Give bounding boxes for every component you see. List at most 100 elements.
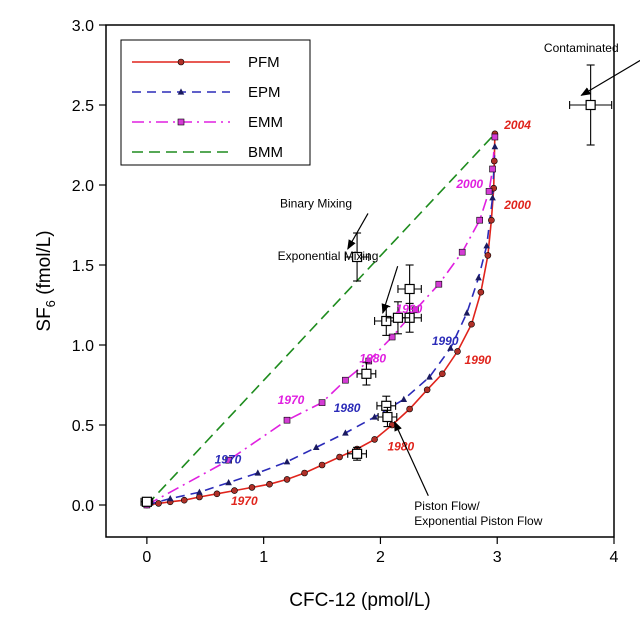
x-axis-title: CFC-12 (pmol/L) (289, 590, 430, 611)
year-label-epm: 1990 (432, 334, 459, 348)
year-label-epm: 1970 (215, 452, 242, 466)
series-line-emm (146, 136, 496, 506)
point-epm (400, 395, 408, 402)
x-tick-label: 0 (142, 549, 151, 566)
point-pfm (336, 453, 343, 461)
y-tick-label: 1.5 (72, 258, 94, 275)
legend-label: PFM (248, 54, 280, 71)
legend-item-epm: EPM (132, 84, 281, 101)
series-line-bmm (146, 133, 496, 506)
point-emm (388, 333, 396, 341)
legend-marker (177, 118, 185, 126)
point-emm (491, 133, 499, 141)
x-tick-label: 4 (610, 549, 619, 566)
point-pfm (490, 157, 498, 165)
year-label-pfm: 2004 (503, 118, 531, 132)
x-tick-label: 3 (493, 549, 502, 566)
point-emm (476, 216, 484, 224)
axis-ticks (99, 24, 615, 544)
annotation-binary-mixing: Binary Mixing (280, 196, 369, 250)
point-epm (283, 458, 291, 465)
point-epm (196, 488, 203, 495)
year-label-emm: 1990 (396, 302, 423, 316)
series-markers (143, 130, 499, 509)
year-label-pfm: 1970 (231, 494, 258, 508)
legend-marker (177, 58, 185, 66)
year-label-pfm: 1990 (465, 353, 492, 367)
point-pfm (406, 405, 413, 413)
year-labels: 1970 1980 1990 2000 2004 1970 1980 1990 1970 1980… (215, 118, 532, 508)
point-epm (312, 443, 320, 450)
point-pfm (477, 288, 485, 296)
point-pfm (468, 320, 475, 328)
point-epm (371, 413, 378, 420)
legend-label: EPM (248, 84, 281, 101)
point-pfm (301, 469, 308, 477)
sample-point (569, 64, 613, 146)
x-tick-label: 1 (259, 549, 268, 566)
legend-marker (177, 88, 185, 95)
year-label-pfm: 2000 (503, 198, 531, 212)
point-epm (475, 274, 482, 281)
annotation-text: Exponential Mixing (278, 249, 379, 263)
annotation-text: Contaminated (544, 41, 619, 55)
plot-area-frame (105, 24, 615, 538)
point-pfm (213, 490, 221, 498)
legend-item-bmm: BMM (132, 144, 283, 161)
point-epm (254, 469, 262, 476)
point-pfm (484, 252, 492, 259)
point-pfm (318, 461, 326, 469)
annotation-text: Binary Mixing (280, 196, 352, 210)
y-axis-title: SF6 (fmol/L) (34, 230, 58, 331)
point-pfm (180, 496, 188, 504)
point-emm (412, 306, 419, 314)
point-emm (458, 248, 466, 256)
year-label-emm: 1970 (278, 393, 305, 407)
point-pfm (423, 386, 431, 394)
annotation-arrow (347, 213, 369, 250)
sample-point (356, 362, 377, 386)
point-emm (489, 165, 496, 173)
legend-label: BMM (248, 144, 283, 161)
sample-point (344, 232, 370, 282)
point-pfm (196, 493, 203, 501)
annotations: Contaminated Binary Mixing Exponential Mix… (278, 41, 640, 528)
x-tick-label: 2 (376, 549, 385, 566)
annotation-arrow (381, 266, 399, 314)
point-epm (225, 479, 232, 486)
point-epm (342, 429, 349, 436)
y-tick-label: 3.0 (72, 18, 94, 35)
annotation-text: Piston Flow/ (414, 499, 480, 513)
year-label-emm: 2000 (455, 177, 483, 191)
point-emm (435, 280, 443, 288)
legend: PFM EPM EMM BMM (120, 39, 311, 166)
y-tick-label: 2.0 (72, 178, 94, 195)
point-emm (225, 456, 232, 464)
year-label-pfm: 1980 (387, 440, 414, 454)
point-epm (489, 194, 496, 201)
point-emm (283, 416, 291, 424)
point-pfm (231, 487, 238, 494)
legend-box (120, 39, 311, 166)
sample-point (377, 406, 398, 428)
annotation-contaminated: Contaminated (544, 41, 640, 96)
y-tick-label: 0.0 (72, 498, 94, 515)
sample-point (385, 301, 411, 335)
point-pfm (454, 348, 461, 355)
legend-label: EMM (248, 114, 283, 131)
legend-item-emm: EMM (132, 114, 283, 131)
point-epm (426, 373, 433, 380)
y-tick-label: 1.0 (72, 338, 94, 355)
year-label-epm: 1980 (334, 401, 361, 415)
point-emm (365, 357, 373, 365)
point-pfm (488, 216, 495, 224)
point-pfm (248, 484, 256, 491)
y-tick-label: 2.5 (72, 98, 94, 115)
year-label-emm: 1980 (359, 352, 386, 366)
annotation-piston-flow: Piston Flow/Exponential Piston Flow (393, 420, 543, 528)
point-epm (483, 242, 491, 249)
point-epm (447, 344, 454, 351)
point-epm (491, 143, 499, 150)
point-epm (166, 495, 174, 502)
